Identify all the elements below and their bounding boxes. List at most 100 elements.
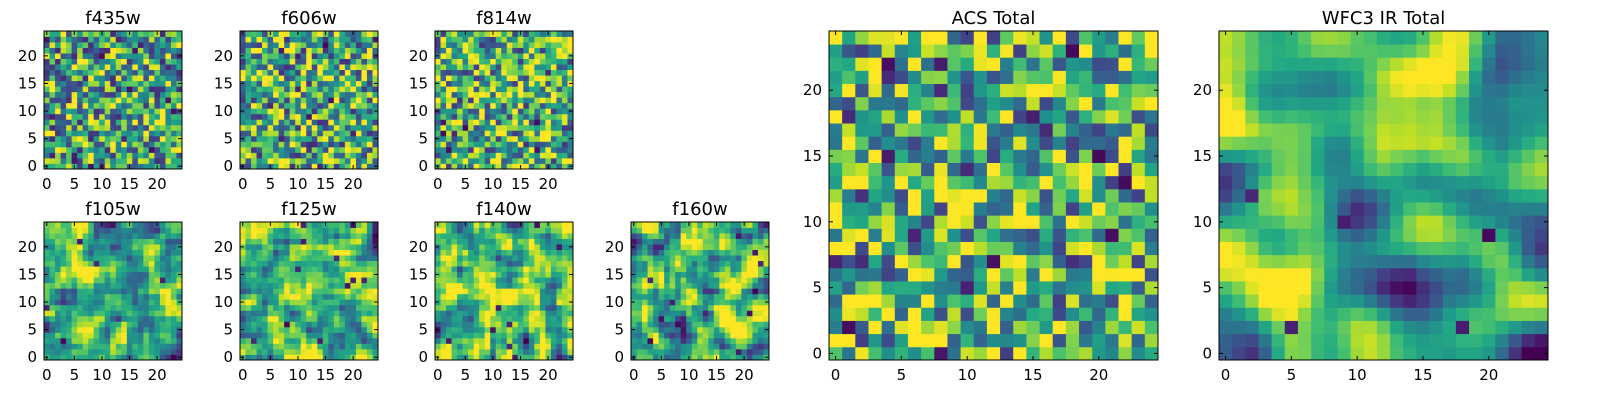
heatmap-cell (77, 157, 84, 164)
heatmap-cell (328, 152, 335, 159)
heatmap-cell (328, 310, 335, 317)
heatmap-cell (328, 69, 335, 76)
heatmap-cell (115, 244, 122, 250)
heatmap-cell (311, 42, 318, 48)
heatmap-cell (333, 102, 340, 109)
heatmap-cell (361, 233, 368, 239)
heatmap-cell (143, 86, 150, 93)
heatmap-cell (366, 130, 373, 137)
heatmap-cell (322, 97, 329, 104)
heatmap-cell (484, 64, 491, 71)
heatmap-cell (479, 343, 486, 350)
heatmap-cell (88, 260, 95, 267)
heatmap-cell (66, 53, 72, 59)
heatmap-cell (868, 228, 883, 242)
heatmap-cell (267, 293, 274, 300)
heatmap-cell (484, 326, 491, 333)
heatmap-cell (344, 36, 351, 43)
heatmap-cell (295, 113, 302, 120)
heatmap-cell (686, 326, 693, 333)
heatmap-cell (273, 119, 280, 126)
heatmap-cell (490, 260, 497, 267)
heatmap-cell (855, 281, 869, 295)
heatmap-cell (284, 255, 291, 262)
heatmap-cell (512, 266, 519, 273)
heatmap-cell (636, 337, 643, 344)
heatmap-cell (495, 288, 502, 295)
heatmap-cell (636, 260, 643, 267)
heatmap-cell (539, 53, 546, 59)
heatmap-cell (328, 277, 335, 284)
heatmap-cell (506, 130, 513, 137)
heatmap-cell (104, 238, 111, 245)
heatmap-cell (49, 53, 56, 59)
heatmap-cell (165, 266, 172, 273)
heatmap-cell (473, 238, 480, 245)
heatmap-cell (278, 255, 285, 262)
heatmap-cell (539, 343, 546, 350)
heatmap-cell (273, 152, 280, 159)
heatmap-cell (457, 53, 463, 59)
heatmap-cell (539, 299, 546, 306)
heatmap-cell (702, 238, 709, 245)
heatmap-cell (245, 310, 252, 317)
heatmap-cell (534, 299, 541, 306)
heatmap-cell (165, 113, 172, 120)
heatmap-cell (473, 354, 480, 361)
heatmap-cell (284, 227, 291, 234)
heatmap-cell (702, 299, 709, 306)
heatmap-cell (355, 69, 362, 76)
heatmap-cell (1039, 320, 1054, 335)
heatmap-cell (132, 233, 139, 239)
heatmap-cell (457, 326, 463, 333)
heatmap-cell (300, 244, 307, 250)
heatmap-cell (642, 332, 648, 339)
heatmap-cell (88, 157, 95, 164)
heatmap-cell (104, 255, 111, 262)
heatmap-cell (328, 321, 335, 328)
heatmap-cell (132, 337, 139, 344)
heatmap-cell (137, 326, 144, 333)
heatmap-cell (647, 288, 654, 295)
heatmap-cell (99, 271, 106, 278)
heatmap-cell (960, 346, 975, 361)
heatmap-cell (165, 321, 172, 328)
heatmap-cell (126, 310, 133, 317)
heatmap-cell (273, 135, 280, 142)
heatmap-cell (306, 130, 313, 137)
heatmap-cell (245, 343, 252, 350)
heatmap-cell (137, 238, 144, 245)
heatmap-cell (528, 64, 535, 71)
heatmap-cell (60, 36, 67, 43)
heatmap-cell (289, 146, 296, 153)
heatmap-cell (328, 58, 335, 65)
heatmap-cell (333, 163, 340, 170)
heatmap-cell (372, 337, 379, 344)
heatmap-cell (137, 102, 144, 109)
heatmap-cell (550, 86, 557, 93)
heatmap-cell (539, 91, 546, 98)
heatmap-cell (143, 80, 150, 87)
heatmap-cell (44, 86, 50, 93)
heatmap-cell (262, 222, 268, 228)
heatmap-cell (328, 141, 335, 148)
heatmap-cell (752, 266, 759, 273)
heatmap-cell (512, 332, 519, 339)
heatmap-cell (300, 348, 307, 355)
heatmap-cell (143, 304, 150, 311)
heatmap-cell (490, 227, 497, 234)
heatmap-cell (366, 282, 373, 289)
heatmap-cell (708, 260, 715, 267)
heatmap-cell (708, 244, 715, 250)
heatmap-cell (451, 244, 458, 250)
heatmap-cell (355, 146, 362, 153)
heatmap-cell (126, 141, 133, 148)
heatmap-cell (93, 64, 100, 71)
heatmap-cell (267, 80, 274, 87)
heatmap-cell (479, 163, 486, 170)
heatmap-cell (372, 58, 379, 65)
heatmap-cell (49, 343, 56, 350)
heatmap-cell (680, 332, 687, 339)
heatmap-cell (159, 282, 166, 289)
